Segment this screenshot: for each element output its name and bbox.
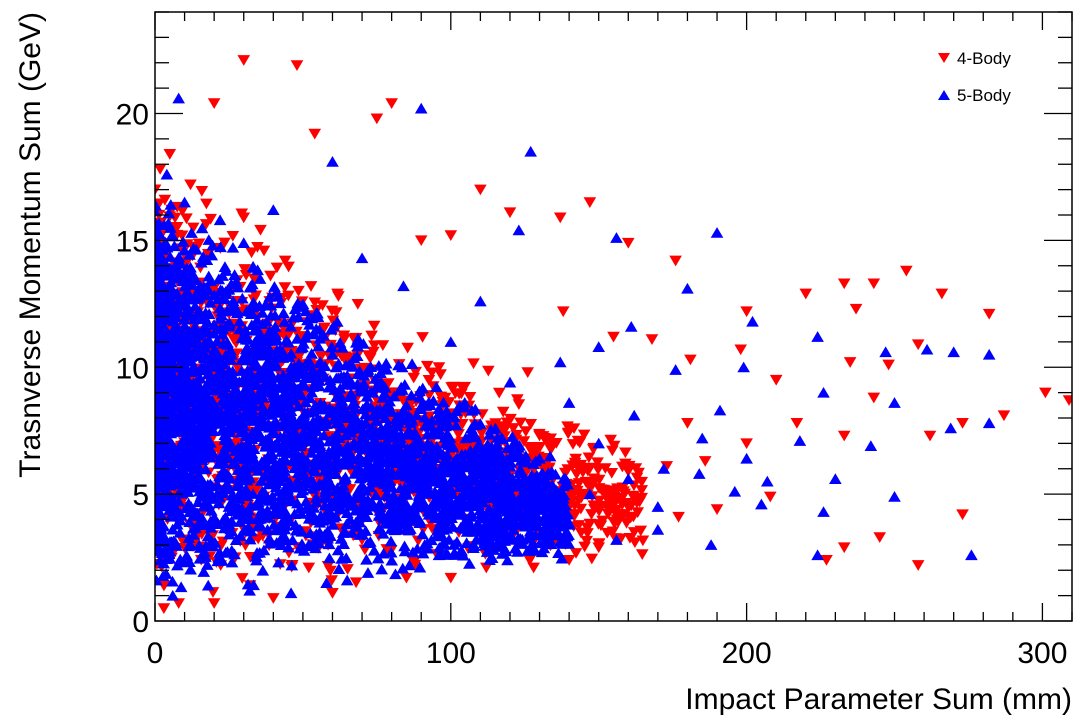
scatter-chart: 0 100 200 300 05101520 Impact Parameter Sum… xyxy=(0,0,1081,727)
